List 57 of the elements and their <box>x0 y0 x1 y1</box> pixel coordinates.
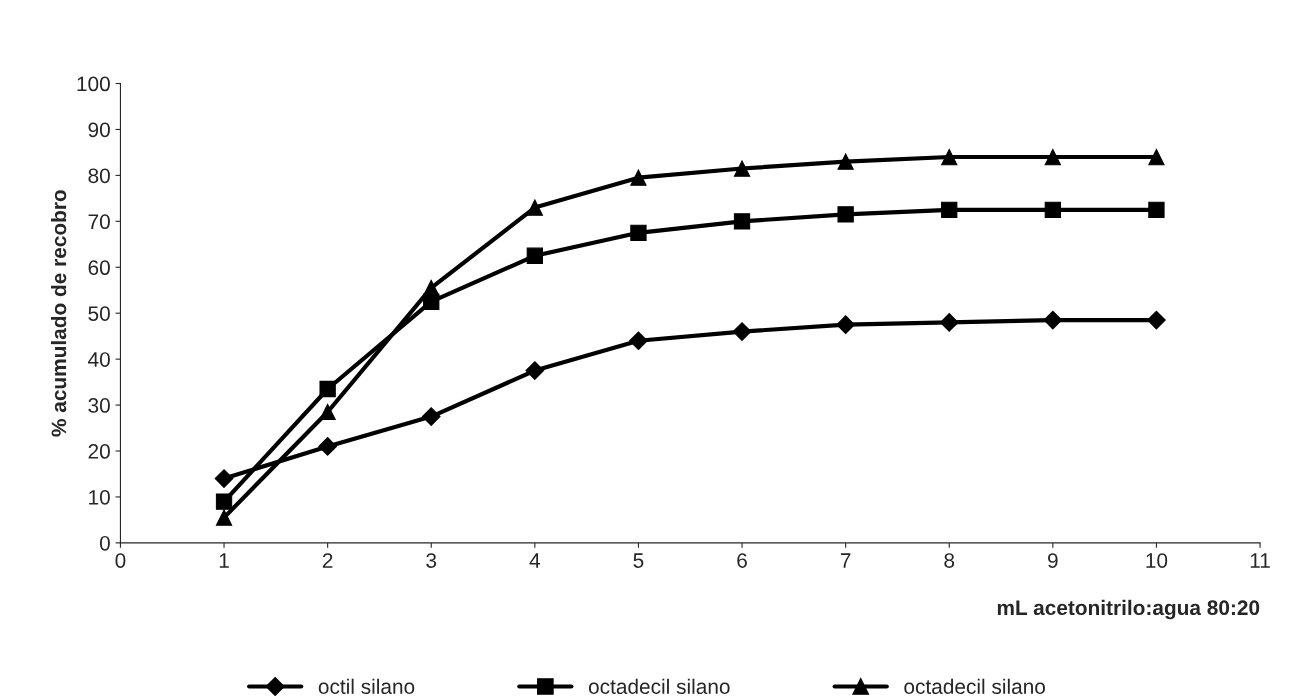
point <box>732 322 752 341</box>
point <box>733 213 751 230</box>
x-tick-label: 4 <box>529 553 541 568</box>
y-tick-label: 10 <box>89 489 110 505</box>
y-tick-label: 90 <box>88 122 110 138</box>
point <box>318 437 337 456</box>
point <box>837 153 854 170</box>
y-tick-label: 70 <box>88 214 110 230</box>
point <box>319 403 336 421</box>
point <box>1044 201 1061 218</box>
point <box>421 407 441 426</box>
x-tick-label: 11 <box>1250 553 1270 568</box>
point <box>1044 148 1061 166</box>
point <box>319 380 336 398</box>
y-tick-label: 0 <box>99 535 110 551</box>
x-tick-label: 9 <box>1048 553 1058 568</box>
legend-label: octil silano <box>318 678 415 695</box>
point <box>1148 148 1165 166</box>
point <box>629 331 648 351</box>
y-tick-label: 50 <box>88 306 110 321</box>
point <box>215 493 233 510</box>
x-tick-label: 6 <box>737 553 747 568</box>
y-tick-label: 20 <box>88 444 110 459</box>
point <box>526 247 543 264</box>
y-tick-label: 60 <box>88 260 110 276</box>
point <box>941 148 958 166</box>
point <box>630 224 647 241</box>
point <box>215 509 233 526</box>
point <box>630 169 647 186</box>
point <box>526 199 543 216</box>
y-tick-label: 30 <box>88 398 110 413</box>
x-tick-label: 3 <box>426 553 437 568</box>
y-tick-label: 40 <box>88 352 110 367</box>
x-tick-label: 5 <box>633 553 644 568</box>
point <box>1043 310 1063 330</box>
point <box>214 469 234 488</box>
x-tick-label: 7 <box>840 553 851 568</box>
point <box>941 201 958 218</box>
point <box>836 315 855 335</box>
x-tick-label: 1 <box>219 553 229 568</box>
x-axis-title: mL acetonitrilo:agua 80:20 <box>997 599 1260 620</box>
point <box>1147 310 1166 330</box>
x-tick-label: 0 <box>115 553 126 568</box>
point <box>939 313 959 332</box>
x-tick-label: 10 <box>1146 553 1168 568</box>
y-axis-title: % acumulado de recobro <box>50 190 67 437</box>
point <box>733 160 751 177</box>
point <box>423 279 440 297</box>
point <box>525 361 545 380</box>
legend-label: octadecil silano <box>904 678 1045 695</box>
x-tick-label: 2 <box>322 553 333 568</box>
point <box>1148 201 1165 218</box>
y-tick-label: 100 <box>77 76 110 92</box>
y-tick-label: 80 <box>88 168 110 184</box>
point <box>837 206 854 223</box>
legend-label: octadecil silano <box>588 678 730 695</box>
x-tick-label: 8 <box>944 553 955 568</box>
